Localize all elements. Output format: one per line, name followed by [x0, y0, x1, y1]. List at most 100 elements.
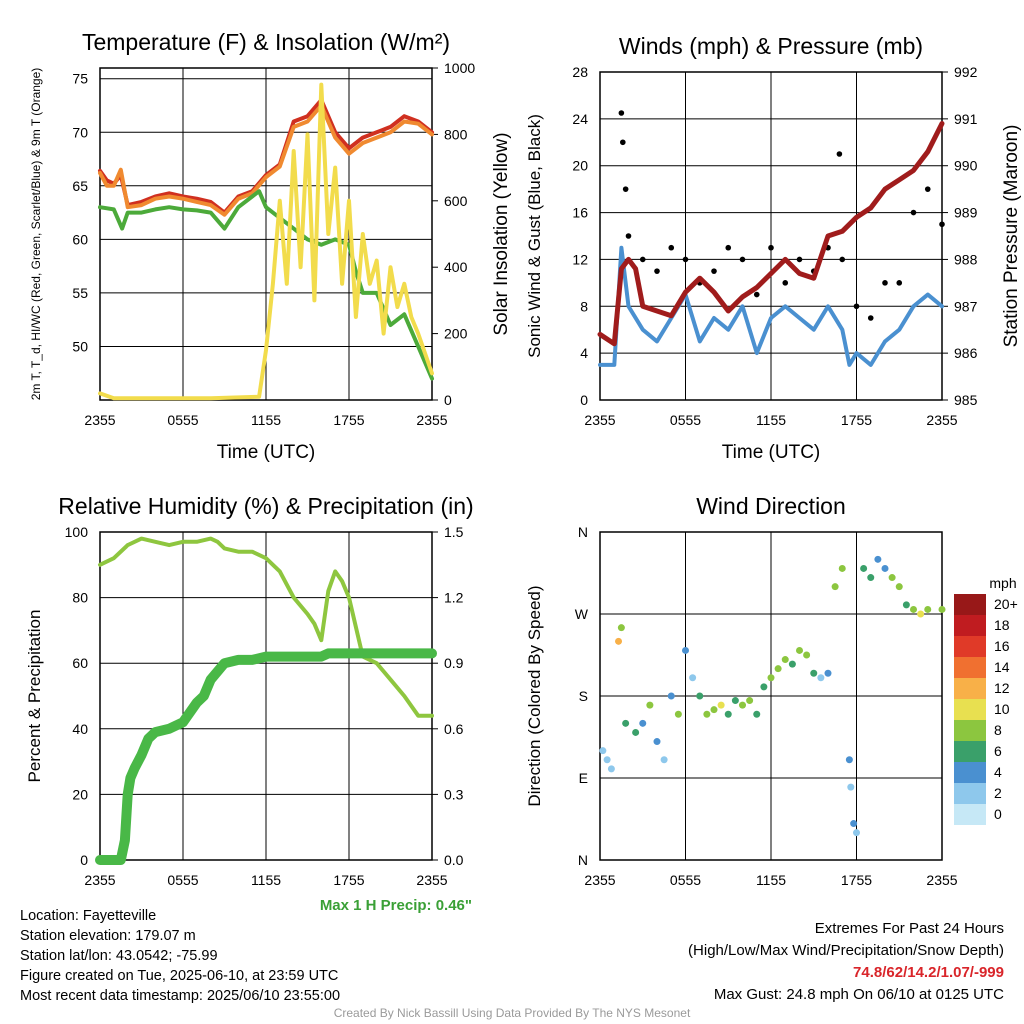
x-tick-label: 1155: [251, 872, 281, 888]
colorbar-label: 12: [994, 680, 1010, 696]
x-tick-label: 2355: [584, 872, 615, 888]
y-tick-label: 60: [72, 231, 88, 247]
direction-point: [847, 783, 855, 791]
direction-point: [888, 574, 896, 582]
plot-frame: [599, 531, 943, 861]
direction-point: [724, 710, 732, 718]
direction-point: [874, 555, 882, 563]
x-tick-label: 1755: [841, 412, 872, 428]
station-info: Location: Fayetteville Station elevation…: [20, 906, 340, 1006]
x-tick-label: 2355: [926, 412, 957, 428]
x-tick-label: 2355: [926, 872, 957, 888]
x-tick-label: 1755: [333, 872, 364, 888]
latlon-text: Station lat/lon: 43.0542; -75.99: [20, 948, 218, 964]
colorbar-label: 8: [994, 722, 1002, 738]
extremes-panel: Extremes For Past 24 Hours (High/Low/Max…: [688, 918, 1004, 1006]
x-tick-label: 2355: [84, 872, 115, 888]
x-tick-label: 0555: [167, 412, 198, 428]
direction-point: [817, 674, 825, 682]
y-tick-label: 100: [65, 524, 89, 540]
x-tick-label: 0555: [670, 872, 701, 888]
direction-point: [881, 564, 889, 572]
colorbar-swatch: [954, 657, 986, 678]
created-text: Figure created on Tue, 2025-06-10, at 23…: [20, 968, 339, 984]
gust-point: [668, 244, 675, 251]
direction-point: [746, 697, 754, 705]
colorbar-label: 16: [994, 638, 1010, 654]
direction-point: [646, 701, 654, 709]
colorbar-swatch: [954, 741, 986, 762]
y-tick-label: 24: [572, 111, 588, 127]
chart-panel-4: N E S W N 2355 0555 1155 1755 2355 Wind Direction D…: [525, 493, 1018, 888]
gust-point: [739, 256, 746, 263]
direction-point: [767, 674, 775, 682]
y-tick-label: 75: [72, 71, 88, 87]
y-tick-label: S: [579, 688, 588, 704]
chart-title: Wind Direction: [696, 493, 846, 519]
max-precip-annotation: Max 1 H Precip: 0.46": [320, 897, 472, 914]
direction-point: [850, 820, 858, 828]
colorbar-label: 14: [994, 659, 1010, 675]
x-tick-label: 2355: [84, 412, 115, 428]
direction-point: [667, 692, 675, 700]
y2-tick-label: 0.3: [444, 786, 464, 802]
y-tick-label: 8: [580, 298, 588, 314]
x-tick-label: 1155: [251, 412, 281, 428]
series-line: [98, 103, 434, 217]
x-tick-label: 1755: [841, 872, 872, 888]
direction-point: [710, 706, 718, 714]
direction-point: [674, 710, 682, 718]
location-text: Location: Fayetteville: [20, 908, 157, 924]
direction-point: [622, 719, 630, 727]
y2-tick-label: 200: [444, 326, 468, 342]
direction-point: [902, 601, 910, 609]
gust-point: [618, 110, 625, 116]
colorbar-swatch: [954, 699, 986, 720]
direction-point: [603, 756, 611, 764]
direction-point: [803, 651, 811, 659]
y-tick-label: 12: [572, 251, 588, 267]
x-axis-label: Time (UTC): [722, 442, 821, 463]
direction-point: [924, 605, 932, 613]
direction-point: [731, 697, 739, 705]
colorbar-label: 18: [994, 617, 1010, 633]
colorbar-label: 20+: [994, 596, 1018, 612]
y2-tick-label: 800: [444, 126, 468, 142]
direction-point: [653, 738, 661, 746]
direction-point: [917, 610, 925, 618]
gust-point: [768, 244, 774, 251]
direction-point: [796, 646, 803, 654]
gust-point: [682, 256, 689, 263]
gust-point: [839, 256, 846, 263]
gust-point: [654, 268, 660, 274]
direction-point: [895, 583, 903, 591]
y-tick-label: 55: [72, 285, 88, 301]
gust-point: [896, 280, 903, 286]
direction-point: [788, 660, 796, 668]
y-tick-label: 4: [580, 345, 588, 361]
gust-point: [625, 233, 632, 239]
colorbar-label: 10: [994, 701, 1010, 717]
direction-point: [853, 829, 860, 837]
x-tick-label: 2355: [416, 412, 447, 428]
colorbar-label: 6: [994, 743, 1002, 759]
chart-title: Temperature (F) & Insolation (W/m²): [82, 29, 450, 55]
direction-point: [696, 692, 704, 700]
chart-panel-1: 50 55 60 65 70 75 0 200 400 600 800 1000 2355 0555 115…: [29, 29, 512, 463]
y2-tick-label: 0.0: [444, 852, 464, 868]
x-tick-label: 0555: [167, 872, 198, 888]
gust-point: [782, 280, 789, 286]
x-tick-label: 1755: [333, 412, 364, 428]
direction-point: [739, 701, 746, 709]
colorbar-swatch: [954, 720, 986, 741]
y2-axis-label: Station Pressure (Maroon): [1001, 125, 1022, 348]
y2-tick-label: 1.2: [444, 590, 464, 606]
direction-point: [717, 701, 725, 709]
direction-point: [599, 747, 607, 755]
colorbar-swatch: [954, 594, 986, 615]
gust-point: [853, 303, 860, 310]
gust-point: [753, 291, 760, 298]
direction-point: [867, 574, 875, 582]
credit-footer: Created By Nick Bassill Using Data Provi…: [333, 1006, 691, 1020]
